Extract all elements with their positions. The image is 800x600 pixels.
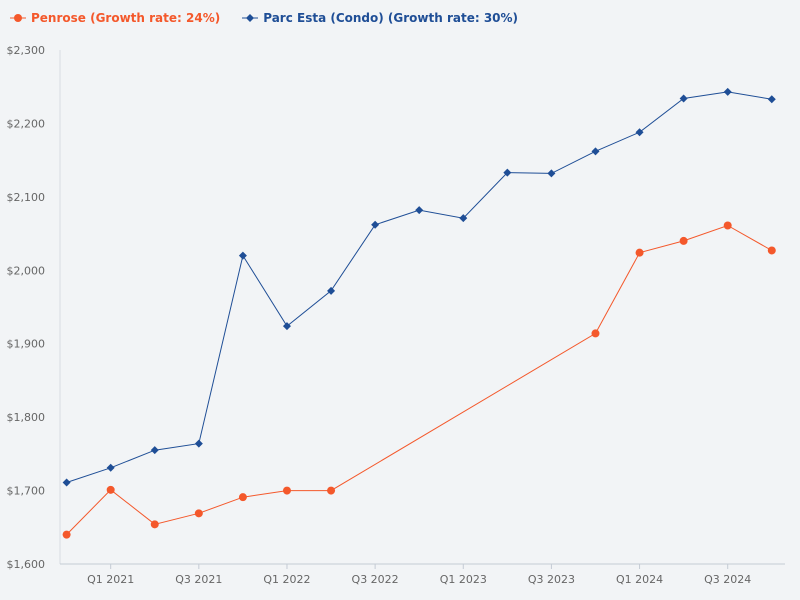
data-point-series-0: [723, 221, 732, 230]
y-tick-label: $1,900: [7, 338, 46, 351]
data-point-series-1: [415, 206, 424, 215]
data-point-series-0: [106, 485, 115, 494]
legend-marker-penrose-icon: [10, 14, 26, 22]
data-point-series-0: [591, 329, 600, 338]
y-tick-label: $1,800: [7, 411, 46, 424]
x-tick-label: Q1 2022: [263, 573, 310, 586]
legend-label-parc-esta: Parc Esta (Condo) (Growth rate: 30%): [263, 11, 519, 25]
x-tick-label: Q3 2024: [704, 573, 751, 586]
data-point-series-1: [635, 128, 644, 137]
legend-item-parc-esta[interactable]: Parc Esta (Condo) (Growth rate: 30%): [242, 11, 518, 25]
series-line-0: [66, 224, 773, 535]
data-point-series-1: [238, 251, 247, 260]
y-tick-label: $1,700: [7, 485, 46, 498]
data-point-series-1: [194, 439, 203, 448]
x-tick-label: Q1 2023: [440, 573, 487, 586]
data-point-series-1: [150, 446, 159, 455]
data-point-series-1: [459, 214, 468, 223]
y-tick-label: $2,100: [7, 191, 46, 204]
legend-label-penrose: Penrose (Growth rate: 24%): [31, 11, 221, 25]
chart-legend: Penrose (Growth rate: 24%) Parc Esta (Co…: [10, 8, 518, 28]
x-tick-label: Q3 2023: [528, 573, 575, 586]
y-tick-label: $2,200: [7, 117, 46, 130]
data-point-series-0: [635, 248, 644, 257]
x-tick-label: Q1 2024: [616, 573, 663, 586]
x-tick-label: Q3 2022: [352, 573, 399, 586]
data-point-series-1: [327, 286, 336, 295]
legend-marker-parc-esta-icon: [242, 14, 259, 22]
data-point-series-1: [591, 147, 600, 156]
data-point-series-0: [282, 486, 291, 495]
y-tick-label: $1,600: [7, 558, 46, 571]
data-point-series-1: [679, 94, 688, 103]
series-line-1: [66, 91, 772, 483]
x-tick-label: Q1 2021: [87, 573, 134, 586]
data-point-series-0: [238, 493, 247, 502]
legend-item-penrose[interactable]: Penrose (Growth rate: 24%): [10, 11, 220, 25]
data-point-series-1: [62, 478, 71, 487]
data-point-series-1: [282, 322, 291, 331]
data-point-series-1: [767, 95, 776, 104]
data-point-series-0: [679, 236, 688, 245]
data-point-series-1: [106, 463, 115, 472]
data-point-series-0: [62, 530, 71, 539]
y-tick-label: $2,300: [7, 44, 46, 57]
data-point-series-0: [327, 486, 336, 495]
data-point-series-0: [767, 246, 776, 255]
data-point-series-0: [150, 520, 159, 529]
data-point-series-1: [723, 87, 732, 96]
data-point-series-1: [503, 168, 512, 177]
x-tick-label: Q3 2021: [175, 573, 222, 586]
data-point-series-1: [547, 169, 556, 178]
y-tick-label: $2,000: [7, 264, 46, 277]
data-point-series-0: [194, 509, 203, 518]
data-point-series-1: [371, 220, 380, 229]
